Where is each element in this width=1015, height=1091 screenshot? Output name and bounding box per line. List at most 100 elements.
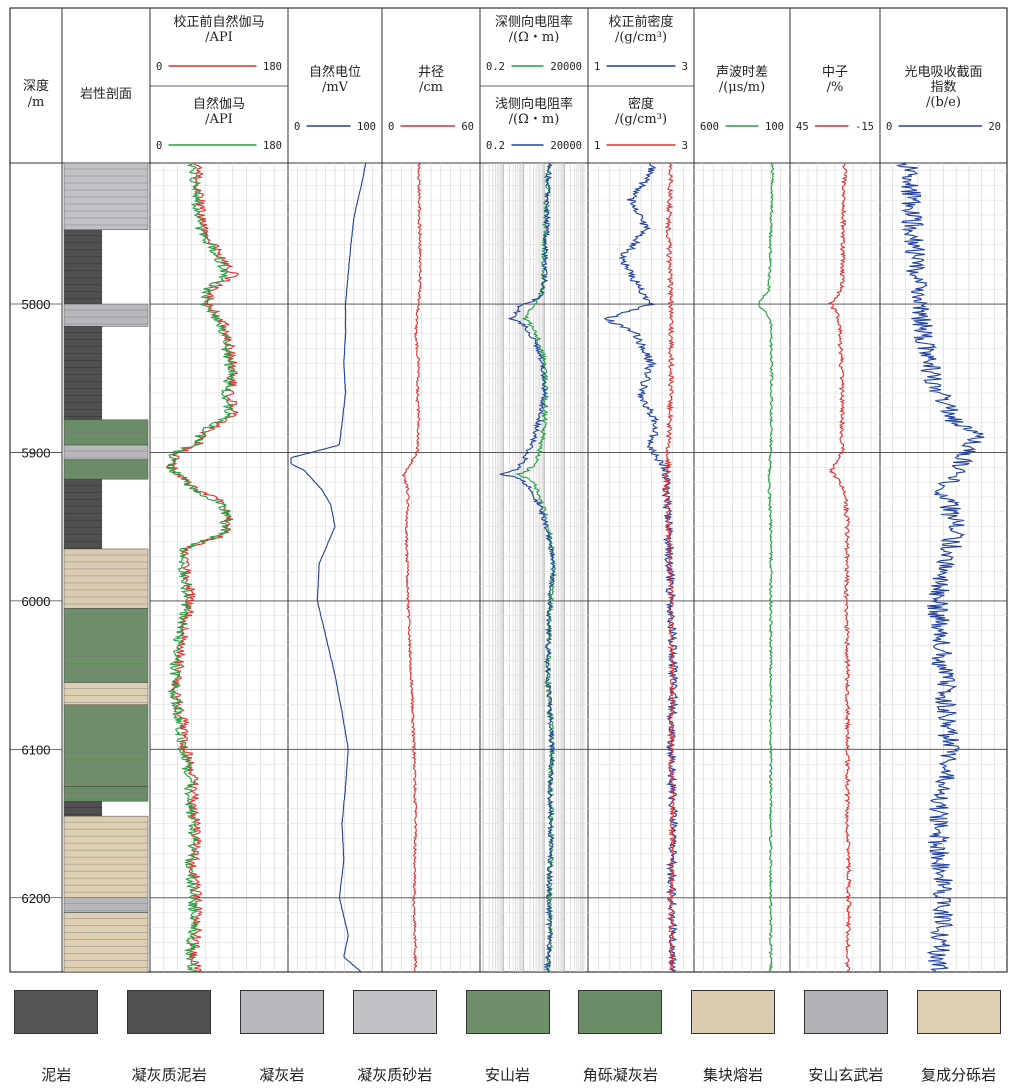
scale-top-max: 3 — [682, 61, 688, 73]
lithology-bed — [63, 548, 149, 609]
legend-item: 复成分砾岩 — [909, 990, 1009, 1085]
depth-tick-label: 6100 — [22, 742, 51, 757]
legend-item: 集块熔岩 — [683, 990, 783, 1085]
legend-item: 角砾凝灰岩 — [570, 990, 670, 1085]
track-title-bottom: /(g/cm³) — [615, 112, 667, 127]
lithology-bed — [63, 786, 149, 802]
scale-bottom-min: 0.2 — [486, 140, 505, 152]
legend-item: 凝灰质砂岩 — [345, 990, 445, 1085]
track-title: /(μs/m) — [719, 80, 765, 95]
lithology-bed — [63, 229, 103, 305]
legend-label: 凝灰质砂岩 — [357, 1066, 433, 1084]
chart-frame — [9, 7, 1008, 973]
scale-bottom-max: 180 — [263, 140, 282, 152]
legend-swatch — [691, 990, 776, 1034]
track-title-top: /(Ω・m) — [509, 30, 560, 45]
lithology-track-title: 岩性剖面 — [80, 87, 132, 102]
lithology-bed — [63, 682, 149, 706]
lithology-bed — [63, 419, 149, 446]
legend-label: 安山玄武岩 — [808, 1066, 884, 1084]
legend-label: 泥岩 — [41, 1066, 72, 1084]
track-grid — [880, 163, 1007, 972]
track-grid — [288, 163, 382, 972]
legend-label: 角砾凝灰岩 — [582, 1066, 658, 1084]
lithology-bed — [63, 162, 149, 231]
legend-swatch — [239, 990, 324, 1034]
track-grid — [694, 163, 790, 972]
depth-tick-label: 6200 — [22, 891, 51, 906]
scale-bottom-max: 3 — [682, 140, 688, 152]
track-title: 指数 — [930, 80, 956, 95]
track-title-bottom: 浅侧向电阻率 — [495, 96, 573, 112]
track-title-top: /(g/cm³) — [615, 30, 667, 45]
scale-top-min: 1 — [594, 61, 600, 73]
legend-item: 安山玄武岩 — [796, 990, 896, 1085]
track-title: 声波时差 — [716, 65, 768, 80]
track-grid — [150, 163, 288, 972]
scale-top-max: 20000 — [550, 61, 582, 73]
track-title: 光电吸收截面 — [904, 65, 982, 80]
scale-max: 20 — [988, 121, 1001, 133]
track-grid — [480, 163, 588, 972]
scale-bottom-max: 20000 — [550, 140, 582, 152]
legend-label: 集块熔岩 — [703, 1066, 764, 1084]
curve-neutron — [827, 162, 852, 973]
legend-swatch — [465, 990, 550, 1034]
legend-label: 凝灰质泥岩 — [131, 1066, 207, 1084]
legend-item: 凝灰质泥岩 — [119, 990, 219, 1085]
depth-tick-label: 6000 — [22, 594, 51, 609]
scale-max: 100 — [765, 121, 784, 133]
track-title: /cm — [419, 80, 443, 95]
track-title-bottom: /(Ω・m) — [509, 112, 560, 127]
scale-min: 0 — [294, 121, 300, 133]
legend-item: 凝灰岩 — [232, 990, 332, 1085]
track-title-top: 校正前自然伽马 — [173, 14, 264, 30]
scale-bottom-min: 1 — [594, 140, 600, 152]
track-title: /(b/e) — [926, 95, 961, 110]
scale-min: 600 — [700, 121, 719, 133]
track-grid — [382, 163, 480, 972]
legend-swatch — [803, 990, 888, 1034]
legend-item: 泥岩 — [6, 990, 106, 1085]
track-grid — [588, 163, 694, 972]
track-title-bottom: 密度 — [628, 96, 654, 112]
legend-label: 凝灰岩 — [259, 1066, 305, 1084]
curve-sonic — [757, 162, 775, 972]
lithology-bed — [63, 303, 149, 327]
curve-caliper — [401, 162, 423, 972]
track-title-top: /API — [205, 30, 233, 45]
track-title-top: 深侧向电阻率 — [495, 14, 573, 30]
well-log-chart: 深度/m58005900600061006200岩性剖面校正前自然伽马/API0… — [9, 7, 1008, 973]
depth-tick-label: 5800 — [22, 297, 51, 312]
scale-min: 0 — [388, 121, 394, 133]
legend-swatch — [14, 990, 99, 1034]
scale-max: 100 — [357, 121, 376, 133]
legend-swatch — [127, 990, 212, 1034]
scale-max: -15 — [855, 121, 874, 133]
legend-item: 安山岩 — [458, 990, 558, 1085]
lithology-bed — [63, 608, 149, 683]
lithology-bed — [63, 326, 103, 421]
curve-sp — [290, 163, 367, 973]
legend-swatch — [578, 990, 663, 1034]
scale-min: 0 — [886, 121, 892, 133]
curve-density-raw — [603, 162, 679, 973]
lithology-bed — [63, 912, 149, 973]
track-title-top: 校正前密度 — [608, 14, 673, 30]
track-title: 中子 — [822, 65, 848, 80]
scale-max: 60 — [461, 121, 474, 133]
track-title: 井径 — [418, 65, 444, 80]
track-title: 自然电位 — [309, 64, 361, 80]
depth-axis-label: 深度 — [23, 78, 49, 94]
track-title: /mV — [322, 80, 349, 95]
curve-density — [661, 162, 677, 973]
lithology-bed — [63, 444, 149, 461]
track-title: /% — [827, 80, 844, 95]
track-title-bottom: /API — [205, 112, 233, 127]
curve-res-shallow — [498, 162, 557, 972]
track-title-bottom: 自然伽马 — [193, 96, 245, 112]
lithology-legend: 泥岩 凝灰质泥岩 凝灰岩 凝灰质砂岩 安山岩 角砾凝灰岩 集块熔岩 安山玄武岩 复成分砾岩 — [0, 990, 1015, 1090]
lithology-bed — [63, 801, 103, 817]
legend-label: 安山岩 — [484, 1066, 530, 1084]
curve-gamma — [166, 162, 236, 973]
